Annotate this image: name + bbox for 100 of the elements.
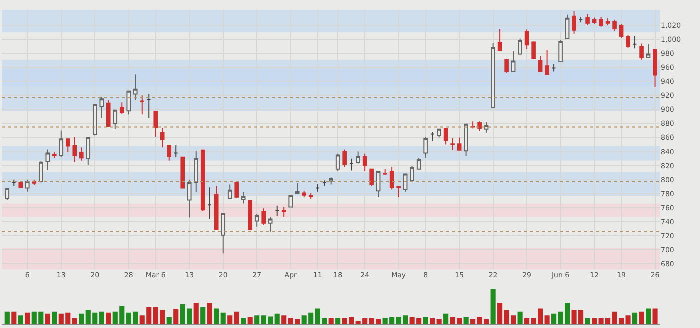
candlestick <box>254 214 260 228</box>
candlestick <box>518 38 522 56</box>
candlestick <box>416 158 422 170</box>
bar <box>552 314 557 324</box>
bar <box>52 312 58 324</box>
candlestick <box>52 152 57 159</box>
candlestick <box>586 14 590 26</box>
candlestick <box>524 29 530 50</box>
candlestick <box>200 150 206 212</box>
candlestick <box>558 40 563 62</box>
candlestick <box>430 132 435 142</box>
bar <box>518 312 523 324</box>
candlestick <box>552 64 556 72</box>
candlestick <box>606 18 610 26</box>
bar <box>25 312 30 324</box>
candlestick <box>79 147 84 162</box>
bar <box>282 316 287 324</box>
bar <box>470 319 476 324</box>
bar <box>646 308 652 324</box>
candlestick <box>322 180 327 187</box>
bar <box>241 318 246 324</box>
bar <box>79 314 84 324</box>
bar <box>626 316 631 324</box>
bar <box>214 308 220 324</box>
bar <box>220 312 226 324</box>
candlestick <box>12 179 16 187</box>
candlestick <box>336 153 340 172</box>
candlestick <box>308 192 314 200</box>
candlestick <box>612 19 617 32</box>
bar <box>99 312 104 324</box>
candlestick <box>146 94 152 119</box>
candlestick <box>160 127 165 148</box>
candlestick <box>268 216 273 232</box>
bar <box>423 317 428 324</box>
candlestick <box>194 150 199 194</box>
bar <box>436 319 442 324</box>
bar <box>166 317 172 324</box>
candlestick <box>484 122 489 134</box>
bar <box>328 318 334 324</box>
candlestick <box>370 168 374 187</box>
bar <box>106 312 112 324</box>
candlestick <box>565 14 570 40</box>
candlestick <box>545 50 550 76</box>
candlestick <box>362 153 368 172</box>
candlestick <box>302 190 306 198</box>
candlestick <box>592 17 597 25</box>
candlestick <box>342 149 347 168</box>
candlestick <box>383 168 388 176</box>
bar <box>444 314 449 324</box>
bar <box>544 316 550 324</box>
candlestick <box>38 161 44 184</box>
candlestick <box>180 156 186 189</box>
bar <box>174 309 179 324</box>
candlestick <box>59 130 64 158</box>
candlestick <box>228 184 232 200</box>
candlestick <box>46 149 50 171</box>
candlestick <box>241 192 246 204</box>
candlestick <box>498 28 502 52</box>
candlestick <box>174 144 178 158</box>
candlestick <box>295 182 300 194</box>
candlestick <box>288 196 293 208</box>
candlestick <box>424 136 428 159</box>
bar <box>12 312 17 324</box>
candlestick <box>376 170 381 198</box>
candlestick <box>538 56 543 73</box>
candlestick <box>572 10 576 34</box>
candlestick <box>646 44 651 58</box>
candlestick <box>120 102 124 114</box>
candlestick <box>396 186 401 198</box>
candlestick <box>457 137 462 151</box>
bar <box>498 303 503 324</box>
candlestick <box>72 136 78 163</box>
candlestick <box>18 181 24 189</box>
candlestick <box>491 42 496 108</box>
candlestick <box>578 16 584 24</box>
bar <box>639 312 644 324</box>
candlestick <box>100 96 104 119</box>
candlestick <box>234 181 240 199</box>
bar <box>490 289 496 324</box>
candlestick <box>221 213 226 254</box>
candlestick <box>214 186 219 230</box>
bar <box>4 312 10 324</box>
candlestick <box>599 16 604 28</box>
candlestick <box>187 179 192 218</box>
candlestick <box>208 187 212 220</box>
candlestick <box>154 111 158 138</box>
candlestick <box>356 151 360 164</box>
candlestick <box>444 127 448 146</box>
candlestick <box>464 124 468 157</box>
candlestick <box>66 138 70 154</box>
candlestick <box>626 34 630 48</box>
candlestick <box>316 184 320 192</box>
candlestick <box>5 188 10 201</box>
candlestick <box>133 74 138 102</box>
candlestick <box>275 205 280 217</box>
bar <box>200 307 206 324</box>
bar <box>254 316 260 324</box>
bar <box>18 316 24 324</box>
bar <box>464 317 469 324</box>
candlestick <box>390 166 394 190</box>
